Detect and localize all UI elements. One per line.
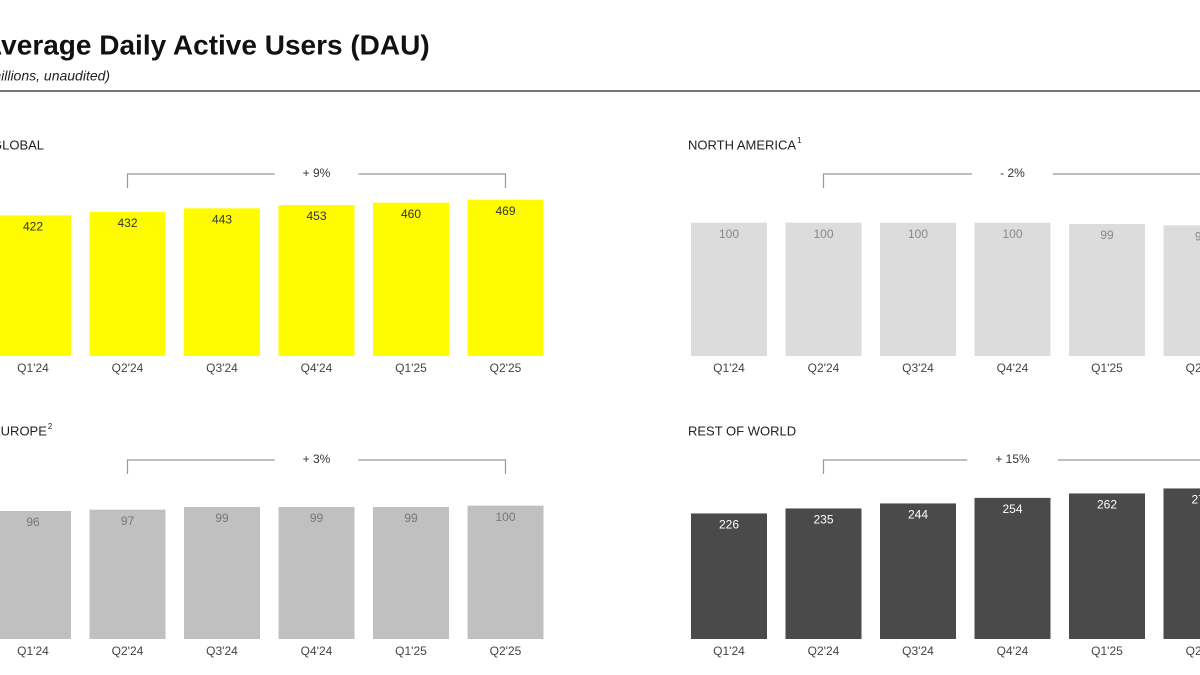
x-tick-label: Q4'24: [301, 644, 333, 658]
value-label: 100: [813, 227, 833, 241]
value-label: 271: [1191, 493, 1200, 507]
x-tick-label: Q1'24: [17, 644, 49, 658]
bracket: [126, 459, 507, 474]
panel: REST OF WORLD + 15% 226 Q1'24 235 Q2'24 244 Q3'…: [688, 423, 1200, 658]
bar: [974, 497, 1051, 639]
value-label: 99: [1100, 228, 1114, 242]
value-label: 432: [117, 216, 137, 230]
footnote: 2: [48, 422, 53, 431]
bar: [0, 511, 71, 639]
panel-title: GLOBAL: [0, 137, 44, 152]
value-label: 98: [1195, 230, 1200, 244]
title: Average Daily Active Users (DAU): [0, 29, 430, 60]
bar: [691, 513, 767, 639]
value-label: 235: [813, 513, 833, 527]
bracket: [126, 173, 507, 188]
bar: [373, 202, 449, 356]
bar: [0, 215, 71, 356]
bracket: [822, 173, 1200, 188]
value-label: 226: [719, 518, 739, 532]
value-label: 422: [23, 220, 43, 234]
x-tick-label: Q2'25: [1186, 361, 1200, 375]
x-tick-label: Q3'24: [902, 644, 934, 658]
value-label: 443: [212, 213, 232, 227]
x-tick-label: Q2'24: [112, 644, 144, 658]
bar: [467, 199, 544, 356]
value-label: 100: [1002, 227, 1022, 241]
x-tick-label: Q4'24: [997, 361, 1029, 375]
panel: NORTH AMERICA 1 - 2% 100 Q1'24 100 Q2'24 100 Q3'…: [688, 136, 1200, 375]
bracket: [822, 459, 1200, 474]
value-label: 99: [310, 511, 324, 525]
x-tick-label: Q4'24: [301, 361, 333, 375]
x-tick-label: Q3'24: [902, 361, 934, 375]
x-tick-label: Q1'24: [713, 361, 745, 375]
bar: [278, 507, 355, 639]
bar: [184, 208, 260, 356]
value-label: 99: [215, 511, 229, 525]
bar: [373, 507, 449, 639]
x-tick-label: Q1'24: [713, 644, 745, 658]
bar: [785, 222, 862, 356]
x-tick-label: Q1'25: [395, 644, 427, 658]
bar: [880, 503, 956, 639]
x-tick-label: Q2'24: [808, 644, 840, 658]
value-label: 100: [495, 510, 515, 524]
x-tick-label: Q1'24: [17, 361, 49, 375]
x-tick-label: Q3'24: [206, 644, 238, 658]
panel: GLOBAL + 9% 422 Q1'24 432 Q2'24 443 Q3'24 453 Q4'…: [0, 137, 544, 375]
value-label: 96: [26, 515, 40, 529]
bar: [89, 509, 166, 639]
value-label: 469: [495, 204, 515, 218]
bar: [974, 222, 1051, 356]
value-label: 460: [401, 207, 421, 221]
panel-title: NORTH AMERICA: [688, 137, 796, 152]
bar: [785, 508, 862, 639]
x-tick-label: Q2'25: [490, 361, 522, 375]
bar: [89, 212, 166, 356]
panel-title: EUROPE: [0, 423, 47, 438]
x-tick-label: Q1'25: [395, 361, 427, 375]
x-tick-label: Q2'24: [112, 361, 144, 375]
bar: [1163, 225, 1200, 356]
x-tick-label: Q4'24: [997, 644, 1029, 658]
panel: EUROPE2 + 3% 96 Q1'24 97 Q2'24 99 Q3'24 99 Q4'24 9…: [0, 422, 544, 658]
change-label: + 9%: [303, 166, 331, 180]
bar: [278, 205, 355, 356]
panel-title: REST OF WORLD: [688, 423, 796, 438]
change-label: + 3%: [303, 452, 331, 466]
change-label: + 15%: [995, 452, 1030, 466]
bar: [1069, 493, 1145, 639]
value-label: 262: [1097, 498, 1117, 512]
footnote: 1: [797, 136, 802, 145]
bar: [184, 507, 260, 639]
value-label: 244: [908, 508, 928, 522]
x-tick-label: Q2'25: [1186, 644, 1200, 658]
bar: [467, 505, 544, 639]
bar: [1069, 224, 1145, 356]
x-tick-label: Q1'25: [1091, 644, 1123, 658]
value-label: 100: [719, 227, 739, 241]
bar: [880, 222, 956, 356]
bar: [691, 222, 767, 356]
value-label: 453: [306, 209, 326, 223]
bar: [1163, 488, 1200, 639]
x-tick-label: Q2'25: [490, 644, 522, 658]
value-label: 100: [908, 227, 928, 241]
change-label: - 2%: [1000, 166, 1025, 180]
value-label: 254: [1002, 502, 1022, 516]
value-label: 97: [121, 514, 135, 528]
x-tick-label: Q3'24: [206, 361, 238, 375]
x-tick-label: Q1'25: [1091, 361, 1123, 375]
x-tick-label: Q2'24: [808, 361, 840, 375]
subtitle: (in millions, unaudited): [0, 68, 110, 84]
value-label: 99: [404, 511, 418, 525]
